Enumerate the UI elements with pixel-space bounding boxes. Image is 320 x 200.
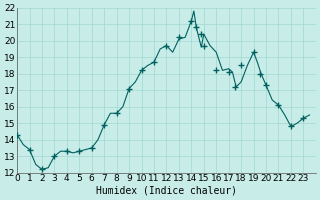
X-axis label: Humidex (Indice chaleur): Humidex (Indice chaleur) (96, 186, 237, 196)
